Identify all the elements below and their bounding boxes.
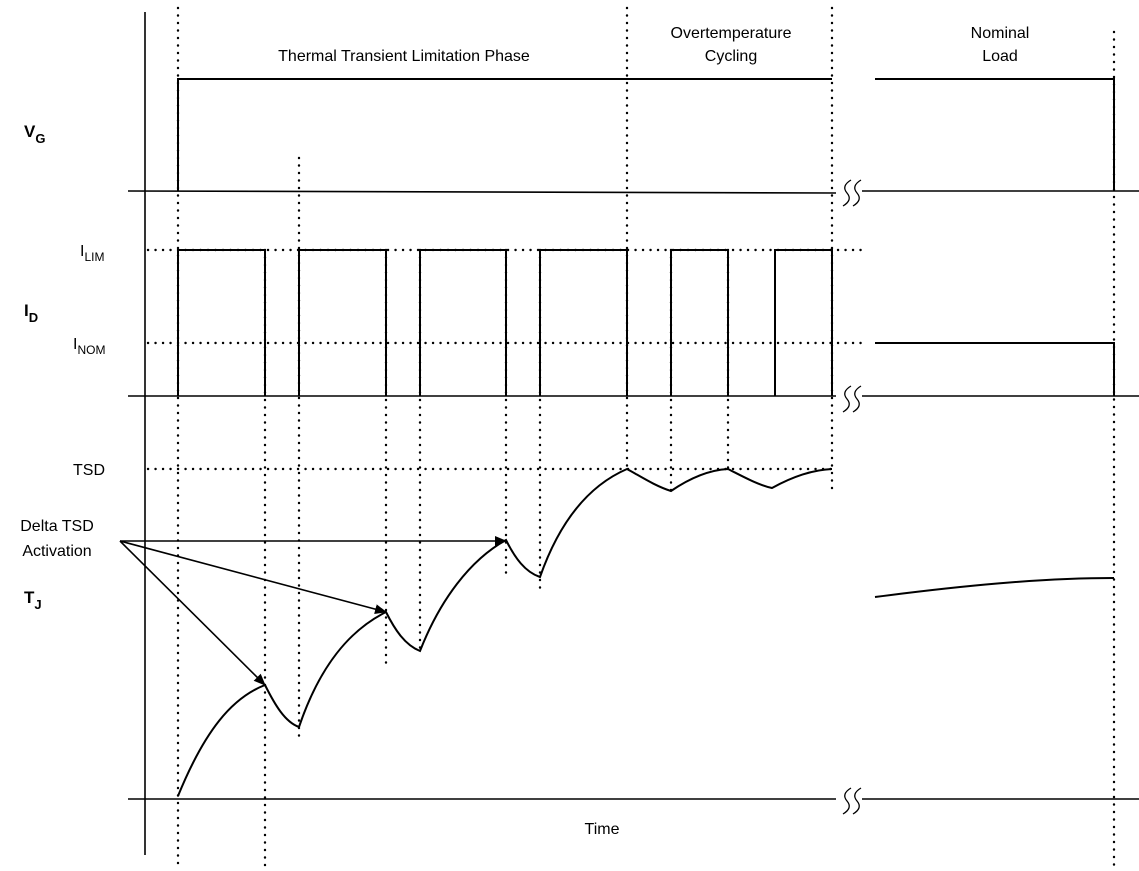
vg-baseline xyxy=(127,190,837,194)
id-pulse-5 xyxy=(670,249,729,396)
phase-label-overtemp-line1: Overtemperature xyxy=(671,25,792,42)
tj-curve xyxy=(177,467,833,797)
vg-pulse xyxy=(177,78,832,191)
baselines xyxy=(127,190,1139,800)
signal-label-vg: VG xyxy=(24,122,45,146)
id-waveform xyxy=(177,249,1115,396)
level-label-inom: INOM xyxy=(73,336,105,357)
break-mark-time xyxy=(842,787,862,815)
id-pulse-1 xyxy=(177,249,266,396)
delta-tsd-label-line1: Delta TSD xyxy=(20,518,94,535)
phase-label-thermal-transient: Thermal Transient Limitation Phase xyxy=(278,48,530,65)
delta-arrow-1 xyxy=(119,540,266,686)
time-markers xyxy=(176,6,1116,870)
signal-label-tj: TJ xyxy=(24,588,42,612)
level-label-ilim: ILIM xyxy=(80,243,104,264)
level-label-tsd: TSD xyxy=(73,462,105,479)
vg-pulse-right xyxy=(875,78,1115,191)
delta-arrow-2 xyxy=(119,540,387,614)
phase-label-nominal-line2: Load xyxy=(982,48,1018,65)
time-axis-label: Time xyxy=(585,821,620,838)
id-pulse-6 xyxy=(774,249,833,396)
phase-label-nominal-line1: Nominal xyxy=(971,25,1030,42)
break-mark-vg xyxy=(842,179,862,207)
id-pulse-4 xyxy=(539,249,628,396)
break-mark-id xyxy=(842,385,862,413)
vg-waveform xyxy=(177,78,1115,191)
id-pulse-3 xyxy=(419,249,507,396)
delta-tsd-arrows xyxy=(119,536,507,686)
signal-label-id: ID xyxy=(24,301,38,325)
tj-nominal-curve xyxy=(874,577,1115,598)
axis-break-marks xyxy=(842,179,862,815)
tj-waveform xyxy=(177,467,1115,797)
delta-tsd-label-line2: Activation xyxy=(22,543,91,560)
phase-label-overtemp-line2: Cycling xyxy=(705,48,757,65)
id-pulse-2 xyxy=(298,249,387,396)
id-nominal xyxy=(875,342,1115,396)
